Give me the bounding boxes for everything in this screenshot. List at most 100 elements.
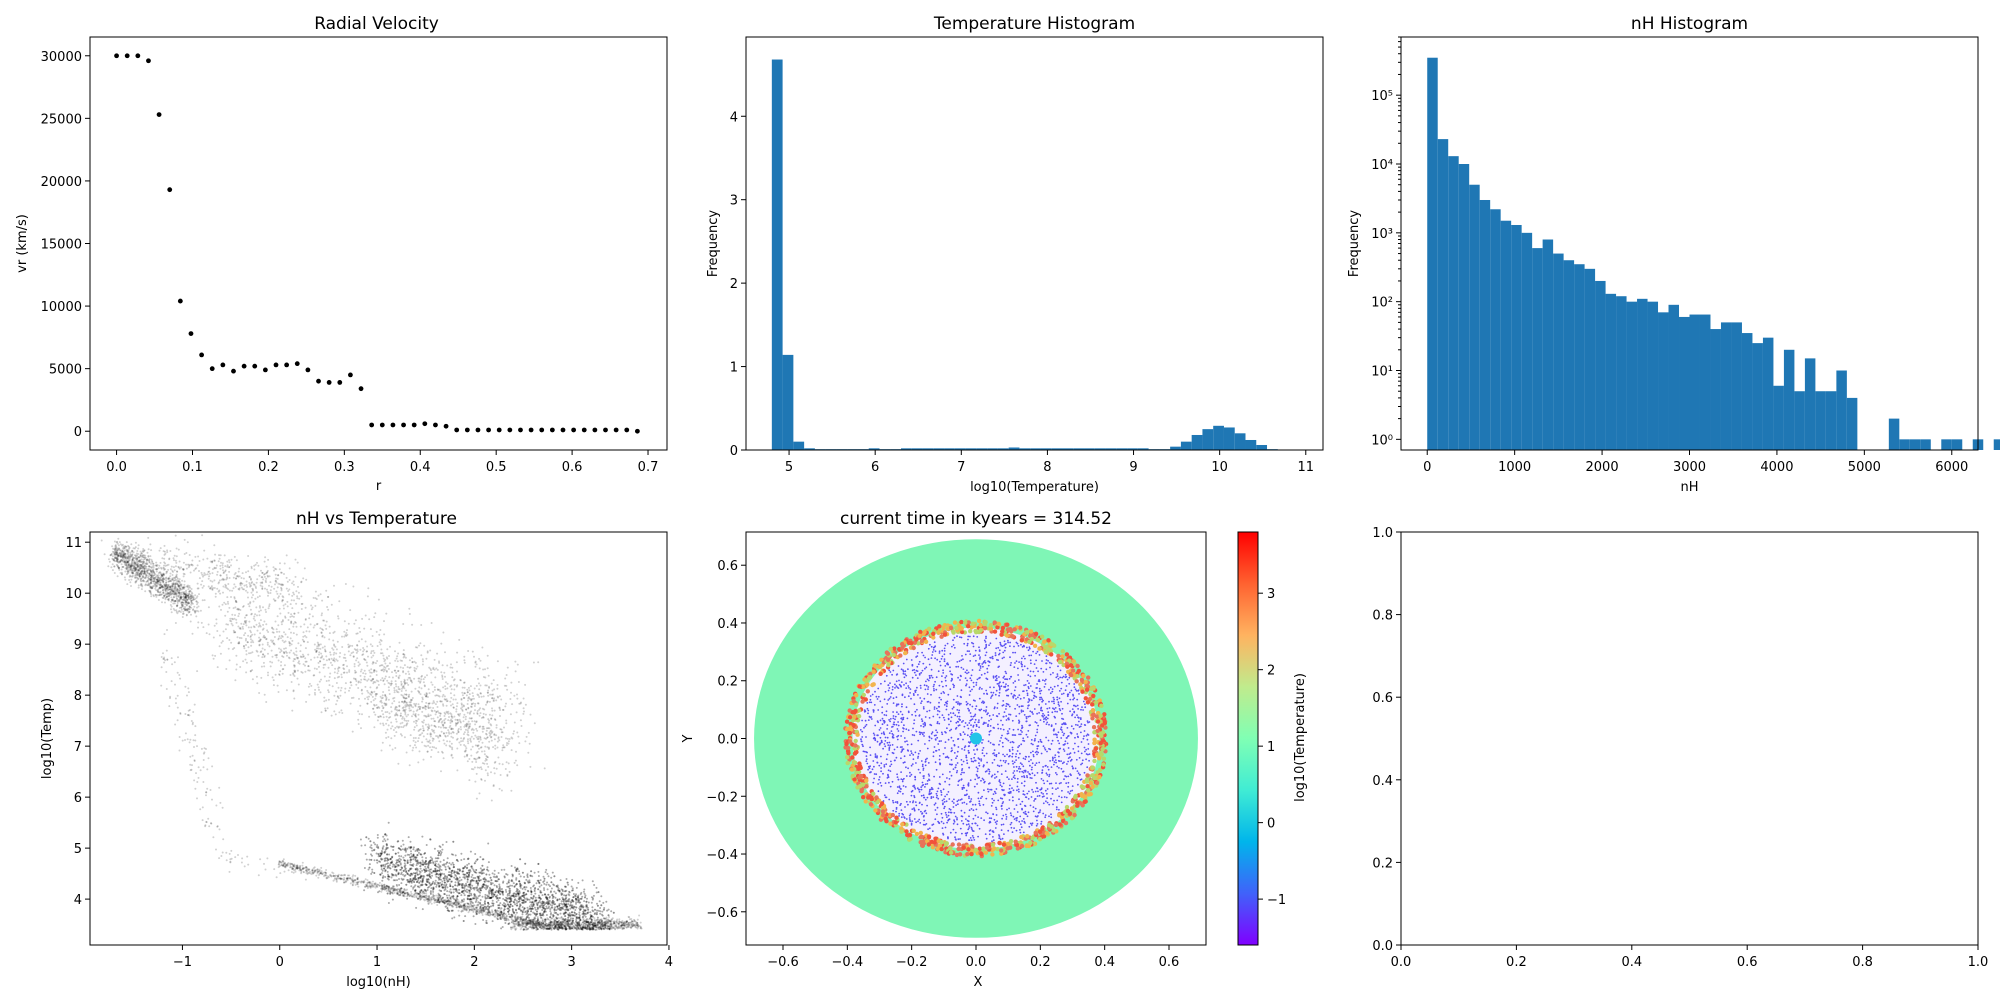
nh-vs-temperature-point xyxy=(450,704,452,707)
nh-vs-temperature-point xyxy=(171,599,173,602)
nh-vs-temperature-point xyxy=(143,570,146,573)
nh-vs-temperature-point xyxy=(263,573,266,575)
nh-vs-temperature-point xyxy=(403,717,406,720)
nh-vs-temperature-point xyxy=(313,674,316,677)
nh-vs-temperature-point xyxy=(358,713,361,715)
nh-vs-temperature-point xyxy=(157,591,159,593)
nh-vs-temperature-point xyxy=(450,688,453,691)
nh-vs-temperature-point xyxy=(425,892,428,895)
nh-vs-temperature-point xyxy=(404,704,407,707)
nh-vs-temperature-point xyxy=(373,669,376,672)
nh-vs-temperature-point xyxy=(373,616,376,619)
nh-vs-temperature-point xyxy=(448,726,451,729)
nh-vs-temperature-point xyxy=(150,576,153,579)
nh-vs-temperature-point xyxy=(196,606,198,609)
nh-vs-temperature-point xyxy=(191,602,194,605)
nh-vs-temperature-point xyxy=(194,610,197,613)
nh-vs-temperature-point xyxy=(497,756,500,759)
nh-vs-temperature-point xyxy=(333,651,336,654)
nh-vs-temperature-point xyxy=(253,568,256,571)
nh-vs-temperature-point xyxy=(168,593,171,596)
nh-vs-temperature-point xyxy=(493,761,496,764)
nh-vs-temperature-point xyxy=(478,766,481,769)
nh-vs-temperature-point xyxy=(443,722,446,725)
nh-vs-temperature-point xyxy=(208,575,211,578)
nh-vs-temperature-point xyxy=(478,747,480,750)
nh-vs-temperature-point xyxy=(125,541,128,544)
nh-vs-temperature-point xyxy=(401,721,404,724)
radial-velocity-panel: Radial Velocity 0.0 0.1 0.2 0.3 0.4 0.5 0.6 0.7… xyxy=(15,14,668,494)
nh-vs-temperature-point xyxy=(190,594,193,597)
nh-vs-temperature-point xyxy=(379,652,382,655)
nh-vs-temperature-point xyxy=(182,593,185,596)
nh-vs-temperature-point xyxy=(370,656,373,659)
nh-vs-temperature-point xyxy=(407,676,410,679)
nh-vs-temperature-point xyxy=(438,660,440,663)
nh-histogram-bar xyxy=(1427,57,1438,451)
nh-vs-temperature-point xyxy=(390,680,393,683)
nh-vs-temperature-point xyxy=(131,575,134,578)
y-tick-label: 20000 xyxy=(41,175,82,190)
nh-vs-temperature-point xyxy=(161,601,163,604)
nh-vs-temperature-point xyxy=(116,558,118,561)
nh-vs-temperature-point xyxy=(387,664,389,667)
nh-vs-temperature-point xyxy=(297,591,300,594)
nh-vs-temperature-point xyxy=(440,770,442,773)
nh-vs-temperature-point xyxy=(160,593,163,596)
nh-vs-temperature-point xyxy=(509,713,512,716)
nh-vs-temperature-point xyxy=(170,589,173,592)
nh-vs-temperature-point xyxy=(358,663,361,666)
nh-vs-temperature-point xyxy=(245,584,248,586)
nh-vs-temperature-point xyxy=(119,554,122,556)
nh-vs-temperature-point xyxy=(476,729,479,732)
nh-vs-temperature-point xyxy=(318,671,321,674)
nh-vs-temperature-point xyxy=(222,838,225,841)
nh-vs-temperature-point xyxy=(380,669,383,672)
nh-histogram-bar xyxy=(1637,298,1648,450)
nh-histogram-bar xyxy=(1941,439,1952,450)
nh-vs-temperature-point xyxy=(143,572,146,575)
nh-vs-temperature-point xyxy=(124,564,127,567)
nh-vs-temperature-point xyxy=(176,612,179,615)
nh-vs-temperature-point xyxy=(175,575,178,578)
nh-vs-temperature-point xyxy=(364,697,366,700)
nh-vs-temperature-point xyxy=(116,575,119,578)
nh-vs-temperature-point xyxy=(158,584,161,587)
nh-vs-temperature-point xyxy=(373,711,376,714)
nh-vs-temperature-point xyxy=(323,696,326,699)
nh-vs-temperature-point xyxy=(376,719,379,722)
nh-vs-temperature-point xyxy=(138,567,141,570)
nh-vs-temperature-point xyxy=(332,653,335,656)
nh-vs-temperature-point xyxy=(451,720,454,723)
nh-vs-temperature-point xyxy=(158,564,161,567)
nh-vs-temperature-point xyxy=(484,713,487,716)
nh-vs-temperature-point xyxy=(171,599,174,602)
nh-vs-temperature-point xyxy=(225,851,228,854)
nh-vs-temperature-point xyxy=(292,583,295,586)
nh-vs-temperature-point xyxy=(333,671,336,674)
nh-vs-temperature-point xyxy=(134,576,136,579)
nh-vs-temperature-point xyxy=(159,587,162,590)
nh-vs-temperature-point xyxy=(156,576,159,579)
nh-vs-temperature-point xyxy=(284,603,287,606)
nh-vs-temperature-point xyxy=(393,891,396,894)
nh-vs-temperature-point xyxy=(245,649,248,652)
nh-vs-temperature-point xyxy=(181,591,184,594)
nh-vs-temperature-point xyxy=(513,761,516,764)
nh-vs-temperature-point xyxy=(226,610,229,613)
nh-vs-temperature-point xyxy=(357,885,360,888)
nh-vs-temperature-point xyxy=(284,647,287,650)
nh-vs-temperature-point xyxy=(144,562,147,565)
nh-vs-temperature-point xyxy=(477,735,480,738)
nh-vs-temperature-point xyxy=(145,561,148,564)
nh-vs-temperature-point xyxy=(156,578,158,581)
radial-velocity-point xyxy=(571,427,577,433)
nh-vs-temperature-point xyxy=(190,720,193,722)
nh-vs-temperature-point xyxy=(466,755,468,758)
nh-vs-temperature-point xyxy=(370,668,373,671)
radial-velocity-point xyxy=(209,366,215,372)
nh-vs-temperature-point xyxy=(185,592,188,595)
nh-vs-temperature-point xyxy=(429,900,432,903)
nh-vs-temperature-point xyxy=(274,620,277,623)
nh-vs-temperature-point xyxy=(135,566,138,569)
